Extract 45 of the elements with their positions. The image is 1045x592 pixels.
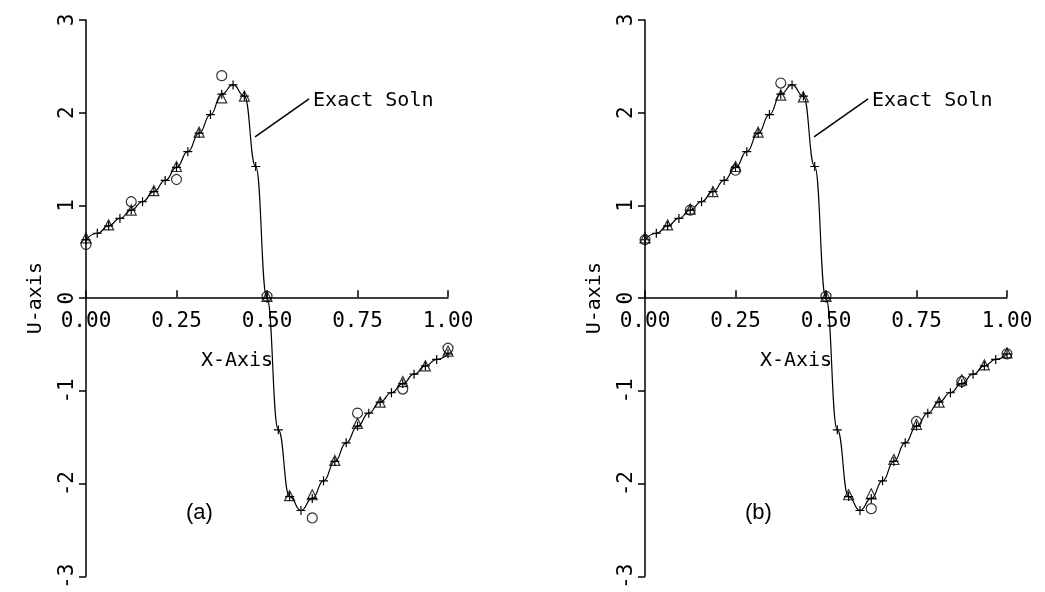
x-tick-label: 1.00 bbox=[422, 307, 474, 332]
y-tick-label: -2 bbox=[612, 470, 637, 497]
y-tick-label: 2 bbox=[612, 106, 637, 120]
point bbox=[865, 503, 877, 515]
point bbox=[170, 173, 183, 186]
x-axis-title: X-Axis bbox=[759, 347, 833, 372]
y-axis-title: U-axis bbox=[581, 262, 605, 335]
point bbox=[295, 505, 307, 516]
point bbox=[865, 488, 877, 500]
y-tick-label: 1 bbox=[53, 199, 78, 212]
y-tick-label: -3 bbox=[612, 563, 637, 590]
point bbox=[408, 369, 420, 380]
point bbox=[854, 505, 866, 516]
annotation: (b) bbox=[745, 498, 772, 524]
y-tick-label: 0 bbox=[612, 291, 637, 305]
y-tick-label: -2 bbox=[53, 470, 78, 497]
x-tick-label: 0.25 bbox=[710, 307, 761, 332]
point bbox=[114, 213, 126, 224]
y-tick-label: 1 bbox=[612, 199, 637, 212]
point bbox=[397, 383, 409, 395]
x-axis-title: X-Axis bbox=[200, 347, 274, 372]
annotation: (a) bbox=[186, 498, 213, 524]
point bbox=[216, 92, 228, 104]
y-tick-label: 2 bbox=[53, 106, 78, 120]
point bbox=[673, 213, 685, 224]
x-tick-label: 0.25 bbox=[151, 307, 202, 332]
x-tick-label: 0.75 bbox=[332, 307, 383, 332]
y-tick-label: 3 bbox=[53, 13, 78, 27]
y-tick-label: -1 bbox=[612, 378, 637, 404]
point bbox=[80, 238, 92, 250]
point bbox=[967, 369, 979, 380]
y-tick-label: -1 bbox=[53, 378, 78, 404]
point bbox=[216, 70, 228, 82]
x-tick-label: 0.75 bbox=[891, 307, 942, 332]
annotation: Exact Soln bbox=[313, 86, 434, 111]
point bbox=[227, 79, 239, 91]
point bbox=[306, 512, 318, 524]
y-tick-label: 0 bbox=[53, 291, 78, 305]
x-tick-label: 1.00 bbox=[981, 307, 1033, 332]
point bbox=[351, 417, 364, 429]
annotation: Exact Soln bbox=[872, 86, 993, 111]
point bbox=[306, 489, 318, 501]
y-axis-title: U-axis bbox=[22, 262, 46, 335]
y-tick-label: 3 bbox=[612, 13, 637, 27]
y-tick-label: -3 bbox=[53, 563, 78, 590]
